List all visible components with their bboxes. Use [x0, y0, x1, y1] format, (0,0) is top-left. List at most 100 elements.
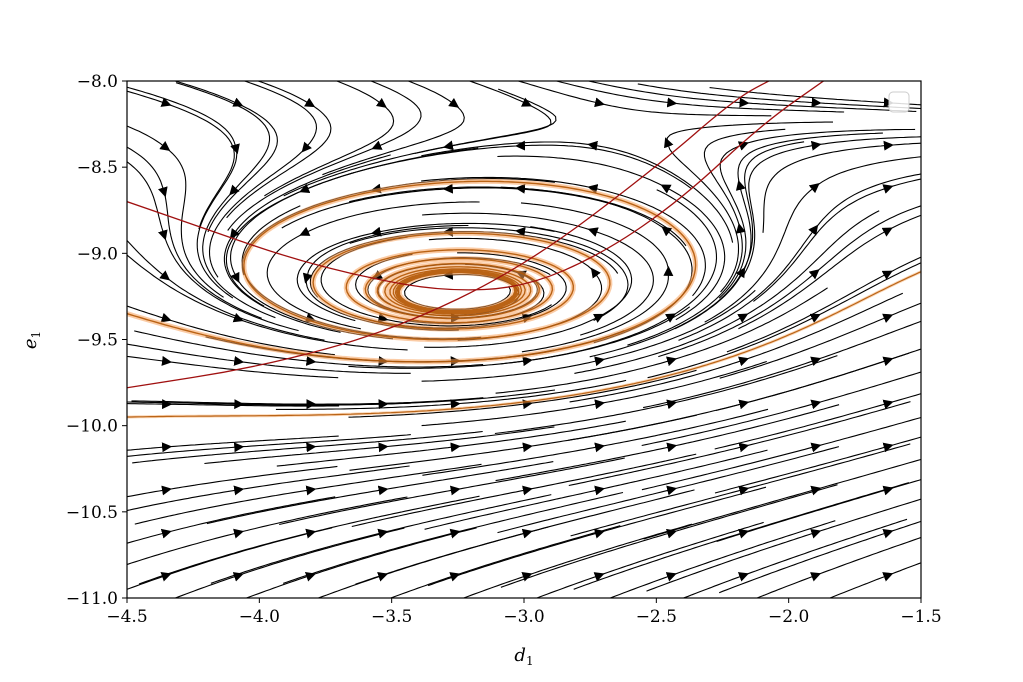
x-axis-label-main: d [514, 645, 526, 666]
streamline [127, 239, 325, 341]
x-tick-label: −4.5 [106, 607, 147, 627]
y-tick-label: −10.5 [66, 503, 118, 523]
streamline [127, 161, 299, 332]
streamline [714, 393, 921, 450]
streamline [718, 128, 916, 299]
x-axis: −4.5 −4.0 −3.5 −3.0 −2.5 −2.0 −1.5 [106, 598, 942, 627]
streamline [608, 520, 836, 598]
streamline [282, 491, 624, 584]
streamline [127, 465, 338, 498]
streamline [127, 403, 340, 407]
streamline [568, 352, 910, 441]
streamline [127, 496, 336, 544]
streamline [127, 146, 262, 319]
streamline [127, 496, 408, 566]
streamline [127, 125, 224, 298]
streamline [726, 256, 921, 353]
x-tick-label: −3.5 [371, 607, 412, 627]
nullclines [127, 81, 825, 389]
y-tick-label: −11.0 [66, 589, 118, 609]
streamline [641, 371, 921, 447]
streamline [427, 486, 767, 587]
streamline [535, 521, 764, 598]
y-axis-label: e1 [20, 331, 43, 349]
streamline [704, 156, 921, 323]
streamline [637, 83, 921, 110]
streamline [279, 457, 625, 526]
nullcline [127, 81, 825, 291]
streamline [516, 81, 772, 117]
x-tick-label: −4.0 [239, 607, 280, 627]
streamline [646, 498, 921, 592]
streamline [389, 525, 621, 598]
x-tick-label: −3.0 [503, 607, 544, 627]
trajectory [127, 180, 697, 363]
streamline [719, 302, 921, 379]
y-tick-label: −10.0 [66, 417, 118, 437]
trajectories [127, 178, 921, 419]
x-axis-label-sub: 1 [526, 654, 534, 668]
y-tick-label: −8.0 [77, 72, 118, 92]
streamline [828, 562, 921, 598]
streamline [245, 527, 477, 598]
trajectory [127, 178, 699, 365]
streamline [714, 436, 921, 494]
streamline [682, 518, 908, 598]
x-tick-label: −2.5 [636, 607, 677, 627]
streamline [755, 536, 921, 598]
streamline [742, 136, 921, 277]
streamline [495, 404, 840, 482]
x-tick-label: −1.5 [900, 607, 941, 627]
y-tick-label: −9.5 [77, 331, 118, 351]
streamline [678, 173, 921, 341]
streamline [355, 489, 695, 585]
legend-box [888, 91, 910, 113]
streamline [225, 147, 479, 307]
nullcline [127, 81, 771, 389]
streamline [462, 523, 693, 598]
streamlines [127, 81, 921, 598]
streamline [127, 435, 339, 451]
streamline [127, 355, 339, 379]
streamline [127, 305, 335, 356]
streamline [643, 458, 921, 540]
x-tick-label: −2.0 [768, 607, 809, 627]
y-tick-label: −8.5 [77, 158, 118, 178]
streamline [127, 434, 411, 457]
streamline [753, 178, 921, 302]
streamline [641, 416, 921, 491]
streamline [208, 81, 318, 278]
streamline [264, 81, 395, 197]
streamline [173, 81, 278, 233]
streamline [227, 81, 422, 231]
streamline [414, 81, 552, 155]
streamline [322, 81, 465, 176]
streamline [716, 479, 921, 543]
streamline [173, 527, 405, 598]
streamline [715, 348, 921, 412]
streamline [762, 142, 921, 233]
streamline [554, 81, 845, 113]
streamline [658, 205, 921, 358]
streamline [127, 86, 238, 299]
streamline [127, 254, 408, 351]
streamline [132, 430, 483, 464]
streamline [127, 90, 235, 230]
streamline [349, 414, 698, 471]
streamline [642, 320, 921, 409]
streamline [276, 420, 626, 467]
streamline [738, 214, 921, 330]
streamline [647, 262, 921, 379]
streamline [718, 520, 921, 594]
streamline [210, 494, 552, 584]
trajectory [127, 271, 921, 418]
streamline [226, 81, 332, 219]
streamline [570, 443, 911, 537]
streamline [127, 465, 410, 512]
y-axis-label-main: e [20, 338, 41, 349]
streamline [206, 461, 554, 525]
y-axis: −8.0 −8.5 −9.0 −9.5 −10.0 −10.5 −11.0 [66, 72, 127, 609]
x-axis-label: d1 [514, 645, 533, 668]
y-axis-label-sub: 1 [29, 331, 43, 339]
